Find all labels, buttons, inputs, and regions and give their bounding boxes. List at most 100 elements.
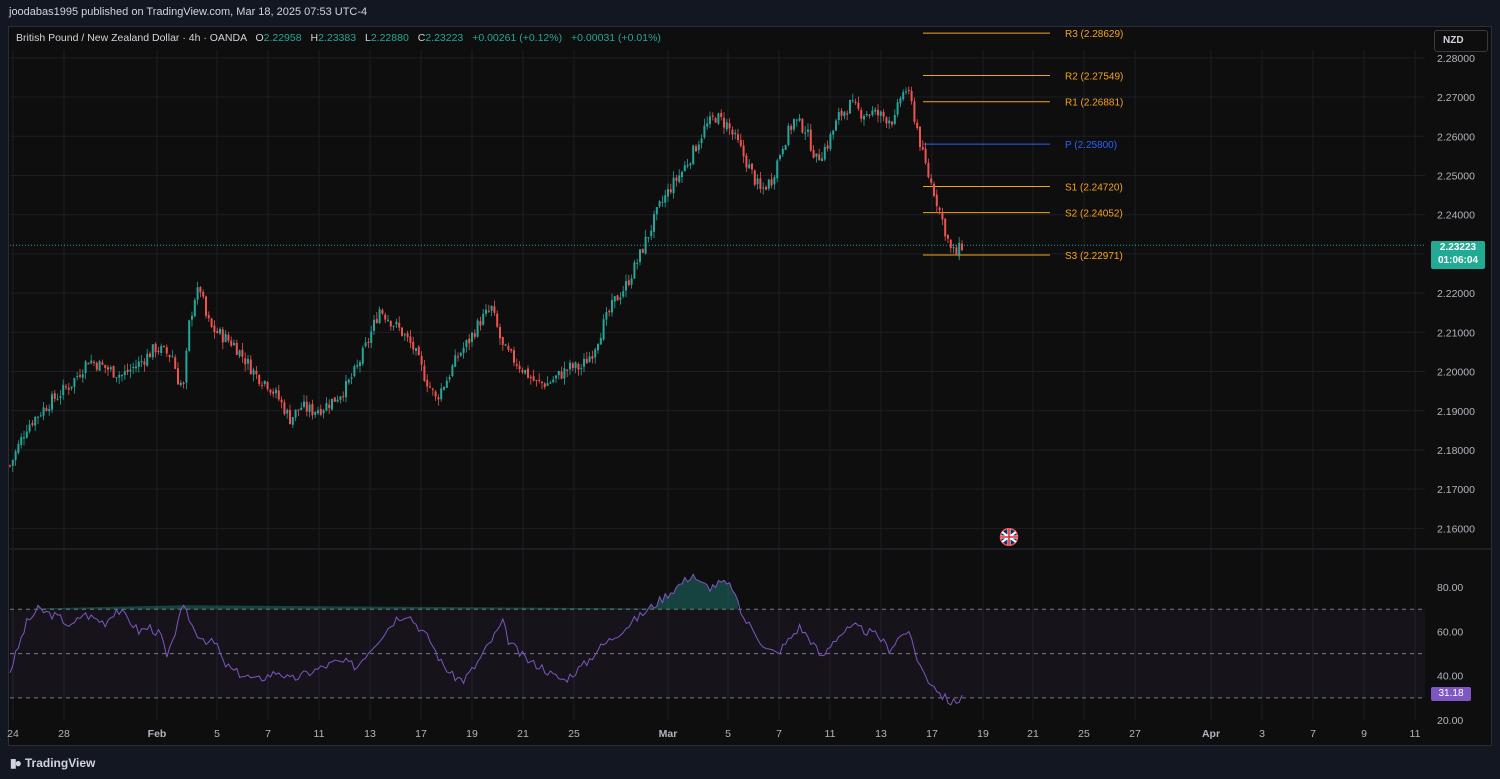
- candle-body: [462, 347, 465, 354]
- candle-body: [95, 362, 98, 370]
- candle-body: [919, 126, 921, 147]
- candle-body: [571, 363, 574, 369]
- candle-body: [689, 163, 692, 166]
- candle-body: [672, 177, 675, 194]
- candle-body: [703, 125, 706, 138]
- candle-body: [868, 114, 871, 116]
- candle-body: [790, 126, 793, 130]
- candle-body: [56, 398, 59, 400]
- candle-body: [322, 410, 325, 414]
- candle-body: [560, 371, 563, 379]
- candle-body: [445, 380, 448, 388]
- candle-body: [751, 163, 753, 170]
- candle-body: [636, 262, 639, 264]
- candle-body: [493, 306, 496, 313]
- time-tick-label: 19: [466, 728, 478, 740]
- candle-body: [574, 362, 577, 368]
- candle-body: [611, 300, 613, 313]
- time-tick-label: 7: [265, 728, 271, 740]
- candle-body: [84, 361, 87, 373]
- candle-body: [857, 102, 860, 109]
- candle-body: [622, 291, 625, 297]
- candle-body: [286, 409, 289, 414]
- pivot-levels: R3 (2.28629) R2 (2.27549) R1 (2.26881) P (2…: [923, 29, 1123, 262]
- candle-body: [373, 319, 375, 331]
- candle-body: [888, 120, 891, 124]
- candle-body: [115, 377, 118, 379]
- candle-body: [188, 320, 191, 351]
- candle-body: [230, 340, 233, 346]
- candle-body: [625, 281, 627, 291]
- candle-body: [860, 110, 863, 119]
- time-tick-label: 5: [725, 728, 731, 740]
- time-tick-label: 17: [926, 728, 938, 740]
- candle-body: [647, 237, 650, 239]
- candle-body: [927, 162, 930, 178]
- candle-body: [913, 101, 916, 122]
- current-price-value: 2.23223: [1439, 242, 1477, 253]
- candle-body: [17, 443, 20, 453]
- candle-body: [521, 370, 524, 373]
- candle-body: [916, 122, 919, 129]
- candle-body: [706, 123, 709, 127]
- price-tick-label: 2.25000: [1437, 170, 1475, 182]
- candle-body: [602, 319, 605, 340]
- candle-body: [823, 146, 826, 160]
- pivot-label: S1 (2.24720): [1065, 182, 1123, 193]
- candle-body: [303, 401, 305, 407]
- candle-body: [745, 155, 748, 168]
- candle-body: [871, 110, 874, 116]
- candle-body: [179, 382, 182, 386]
- candle-body: [941, 211, 944, 220]
- candle-body: [417, 346, 420, 356]
- uk-flag-event-icon[interactable]: [999, 528, 1019, 546]
- candle-body: [580, 367, 583, 369]
- candle-body: [219, 328, 221, 334]
- candle-body: [692, 145, 695, 165]
- tradingview-logo[interactable]: ▮● TradingView: [10, 756, 95, 770]
- candle-body: [753, 170, 756, 185]
- time-tick-label: 28: [58, 728, 70, 740]
- candle-body: [241, 349, 244, 357]
- candle-body: [269, 389, 272, 393]
- chart-frame[interactable]: [8, 26, 1492, 746]
- symbol-name[interactable]: British Pound / New Zealand Dollar · 4h …: [16, 32, 247, 44]
- candle-body: [935, 194, 938, 207]
- candle-body: [440, 388, 443, 400]
- candle-body: [809, 129, 812, 151]
- candle-body: [504, 344, 507, 346]
- price-tick-label: 2.26000: [1437, 131, 1475, 143]
- candle-body: [798, 118, 801, 121]
- candle-body: [205, 296, 207, 316]
- candle-body: [101, 362, 104, 365]
- pivot-label: S2 (2.24052): [1065, 209, 1123, 220]
- candle-body: [585, 358, 588, 364]
- time-tick-label: 13: [875, 728, 887, 740]
- candle-body: [538, 379, 541, 381]
- candle-body: [39, 415, 42, 417]
- candle-body: [163, 345, 165, 347]
- candle-body: [42, 407, 45, 416]
- currency-button[interactable]: NZD: [1434, 30, 1488, 52]
- candle-body: [93, 361, 95, 363]
- axes: 2.280002.270002.260002.250002.240002.230…: [7, 53, 1475, 740]
- candle-body: [938, 207, 941, 211]
- candle-body: [261, 384, 263, 386]
- candle-body: [616, 295, 619, 301]
- candle-body: [266, 382, 269, 390]
- candle-body: [252, 369, 255, 375]
- candle-body: [613, 296, 616, 302]
- time-tick-label: 13: [364, 728, 376, 740]
- symbol-legend[interactable]: British Pound / New Zealand Dollar · 4h …: [16, 32, 661, 44]
- candle-body: [62, 384, 65, 396]
- candle-body: [90, 360, 93, 364]
- candle-body: [473, 333, 476, 337]
- candle-body: [893, 114, 896, 124]
- candle-body: [655, 207, 658, 215]
- candle-body: [767, 179, 770, 189]
- candle-body: [507, 345, 510, 350]
- candle-body: [272, 391, 275, 394]
- candle-body: [896, 102, 899, 115]
- candle-body: [112, 366, 115, 378]
